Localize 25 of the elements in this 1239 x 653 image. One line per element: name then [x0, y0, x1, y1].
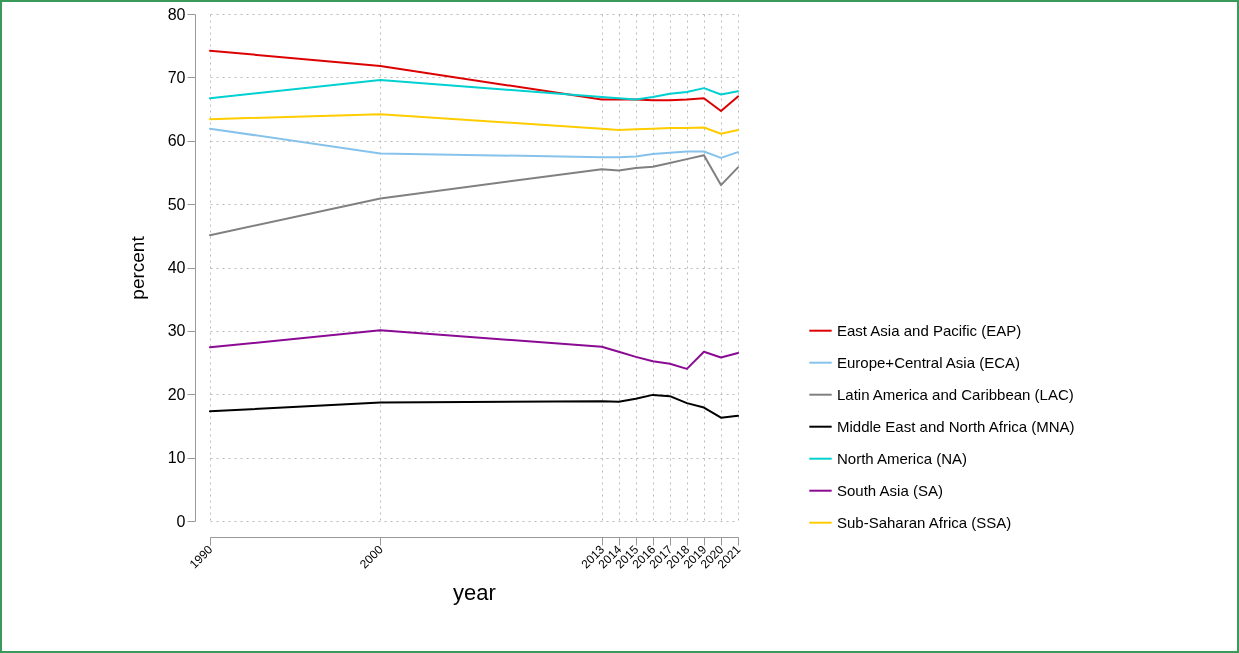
- y-tick-label: 80: [167, 5, 186, 23]
- line-series: [209, 393, 739, 419]
- line-series: [209, 78, 739, 101]
- line-series: [209, 329, 739, 370]
- line-series: [209, 127, 739, 159]
- line-series: [209, 49, 739, 112]
- y-tick-label: 20: [167, 385, 186, 403]
- y-tick-label: 50: [167, 195, 186, 213]
- line-series: [209, 154, 739, 237]
- legend-label: Europe+Central Asia (ECA): [837, 353, 1021, 371]
- y-axis-title: percent: [126, 235, 148, 300]
- y-tick-label: 60: [167, 132, 186, 150]
- legend-label: South Asia (SA): [837, 481, 943, 499]
- y-tick-label: 30: [167, 322, 186, 340]
- y-tick-label: 10: [167, 449, 186, 467]
- legend-label: Middle East and North Africa (MNA): [837, 417, 1075, 435]
- legend-label: Sub-Saharan Africa (SSA): [837, 513, 1012, 531]
- legend-label: North America (NA): [837, 449, 968, 467]
- legend-label: Latin America and Caribbean (LAC): [837, 385, 1074, 403]
- x-axis-title: year: [453, 579, 496, 605]
- y-tick-label: 70: [167, 68, 186, 86]
- y-tick-label: 0: [176, 512, 186, 530]
- legend-label: East Asia and Pacific (EAP): [837, 321, 1022, 339]
- line-series: [209, 113, 739, 135]
- y-tick-label: 40: [167, 259, 186, 276]
